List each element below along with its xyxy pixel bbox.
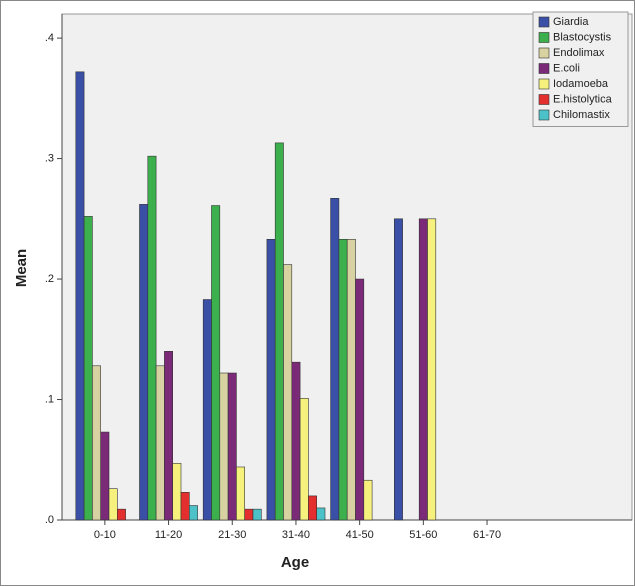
legend-swatch (538, 47, 550, 59)
x-axis-title: Age (281, 554, 309, 571)
bar (75, 71, 85, 521)
x-tick-label: 0-10 (94, 529, 116, 541)
bar (211, 205, 221, 521)
bar (189, 505, 198, 521)
legend-label: Giardia (553, 16, 589, 28)
bar (330, 198, 340, 521)
bar (92, 365, 102, 521)
legend-swatch (538, 32, 550, 43)
bar (393, 218, 403, 521)
y-tick-label: .3 (45, 152, 54, 164)
y-tick-label: .4 (45, 32, 54, 44)
legend-label: E.histolytica (553, 93, 613, 105)
x-tick-label: 31-40 (282, 529, 310, 541)
bar (202, 299, 212, 521)
x-tick-label: 61-70 (473, 529, 501, 541)
bar (418, 218, 428, 521)
bar (180, 491, 190, 521)
bar (227, 372, 237, 521)
y-tick-label: .0 (45, 514, 54, 526)
y-axis-title: Mean (13, 249, 30, 287)
bar (291, 361, 301, 521)
legend-swatch (538, 78, 550, 90)
bar (219, 372, 229, 521)
bar (274, 142, 284, 521)
bar (172, 463, 182, 521)
legend-swatch (538, 94, 550, 105)
bar (147, 155, 157, 521)
x-tick-label: 41-50 (346, 529, 374, 541)
bar (117, 508, 126, 521)
bar (252, 508, 262, 521)
x-tick-label: 11-20 (155, 529, 182, 541)
bar (83, 216, 93, 521)
bar (244, 508, 254, 521)
legend-label: Endolimax (553, 47, 605, 59)
legend-swatch (538, 109, 550, 121)
bar (363, 479, 373, 521)
bar (338, 238, 348, 521)
bar (164, 351, 173, 521)
x-tick-label: 21-30 (218, 529, 246, 541)
bar (346, 238, 356, 521)
legend-swatch (538, 16, 550, 28)
bar (283, 264, 293, 521)
bar (308, 495, 317, 521)
bar (266, 238, 276, 521)
bar (108, 488, 118, 521)
bar (427, 218, 437, 521)
x-tick-label: 51-60 (409, 529, 437, 541)
legend-label: E.coli (553, 62, 580, 74)
bar (316, 507, 326, 521)
legend-label: Blastocystis (553, 31, 612, 43)
y-tick-label: .1 (45, 393, 54, 405)
legend-label: Iodamoeba (553, 78, 609, 90)
bar (236, 466, 245, 521)
bar (100, 431, 110, 521)
bar (155, 365, 165, 521)
bar (355, 278, 365, 521)
legend-label: Chilomastix (553, 109, 610, 121)
bar (299, 398, 309, 521)
legend-swatch (538, 63, 550, 74)
y-tick-label: .2 (45, 273, 54, 285)
bar (139, 204, 149, 521)
